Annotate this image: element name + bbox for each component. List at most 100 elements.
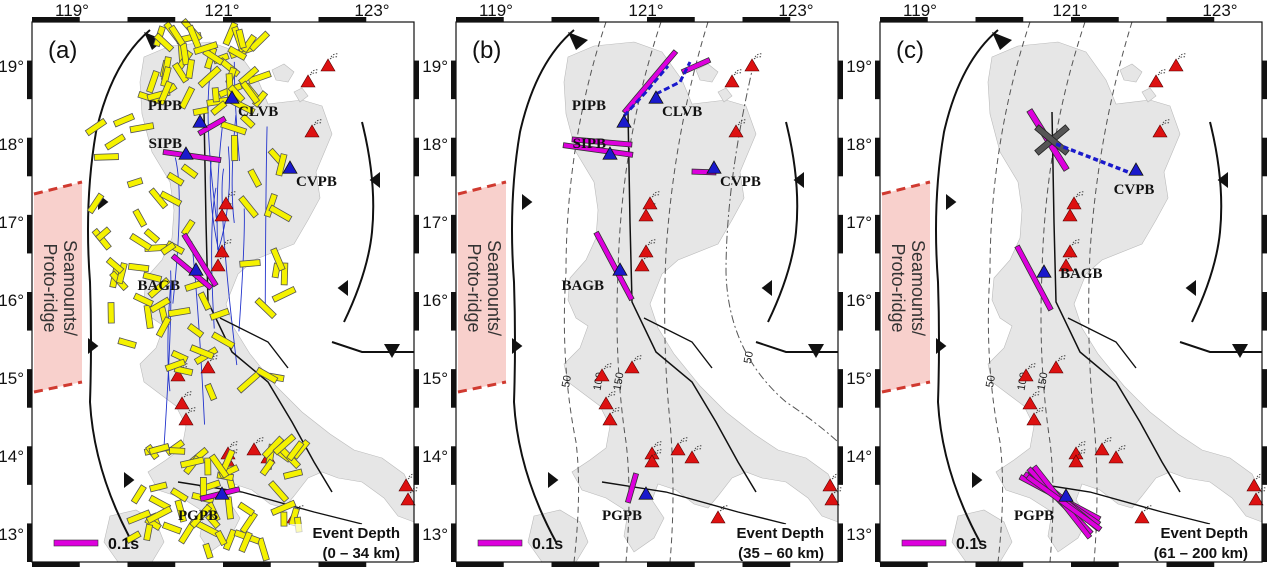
fast-direction-bar [214, 529, 228, 547]
station-label: BAGB [1060, 266, 1103, 282]
fast-direction-bar [129, 122, 155, 134]
fast-direction-bar [167, 306, 191, 318]
station-splitting-bar [621, 49, 679, 115]
longitude-label: 119° [903, 1, 937, 20]
fast-direction-bar [209, 307, 230, 321]
station-label: PGPB [178, 508, 218, 524]
latitude-label: 13° [0, 525, 24, 544]
volcano-icon [684, 445, 703, 464]
latitude-label: 18° [422, 135, 448, 154]
volcano-icon [670, 437, 689, 456]
trench-tooth-icon [124, 472, 135, 488]
fast-direction-bar [168, 24, 186, 47]
trench-tooth-icon [761, 280, 772, 296]
slab-depth-contour [563, 21, 607, 563]
latitude-label: 18° [846, 135, 872, 154]
depth-title: Event Depth [1160, 525, 1248, 542]
fast-direction-bar [148, 443, 170, 455]
volcano-icon [724, 69, 743, 88]
fast-direction-bar [272, 433, 297, 456]
volcano-icon [1062, 239, 1081, 258]
volcano-icon [304, 119, 323, 138]
contour-label: 50 [560, 374, 574, 388]
longitude-label: 121° [628, 1, 663, 20]
fast-direction-bar [146, 70, 160, 94]
seamount-label-line2: Proto-ridge [464, 243, 484, 332]
slab-depth-contour [664, 21, 709, 563]
station-pipb [192, 114, 208, 128]
longitude-label: 121° [204, 1, 239, 20]
slab-depth-contour [616, 21, 662, 563]
depth-title: Event Depth [736, 525, 824, 542]
volcano-icon [594, 363, 613, 382]
fast-direction-bar [153, 32, 175, 53]
volcano-icon [1066, 191, 1085, 210]
fast-direction-bar [186, 323, 205, 339]
fast-direction-bar [86, 192, 105, 215]
fast-direction-bar [132, 292, 154, 308]
fast-direction-bar [159, 190, 183, 207]
volcano-icon [1148, 69, 1167, 88]
longitude-label: 123° [1202, 1, 1237, 20]
station-label: CLVB [662, 104, 702, 120]
fast-direction-bar [171, 62, 190, 84]
station-bagb [612, 262, 628, 276]
station-clvb [648, 90, 664, 104]
slab-depth-contour [1088, 21, 1133, 563]
scale-bar [901, 539, 947, 547]
volcano-icon [214, 239, 233, 258]
fast-direction-bar [142, 271, 163, 283]
station-splitting-bar [680, 57, 712, 75]
fast-direction-bar [275, 153, 288, 177]
fast-direction-bar [239, 113, 256, 129]
trench-tooth-icon [1185, 280, 1196, 296]
longitude-label: 123° [354, 1, 389, 20]
ray-path-dashed [622, 65, 670, 118]
seamount-label-line1: Seamounts/ [484, 240, 504, 336]
volcano-icon [300, 69, 319, 88]
fast-direction-bar [147, 277, 171, 299]
volcano-icon [624, 355, 643, 374]
slab-depth-contour [987, 21, 1031, 563]
fast-direction-bar [211, 331, 236, 350]
station-label: BAGB [561, 278, 604, 294]
station-splitting-bar [197, 115, 227, 137]
latitude-label: 14° [846, 447, 872, 466]
fast-direction-bar [248, 30, 271, 52]
fast-direction-bar [126, 177, 144, 189]
latitude-label: 15° [846, 369, 872, 388]
station-pipb [616, 114, 632, 128]
trench-tooth-icon [337, 280, 348, 296]
fast-direction-bar [161, 521, 183, 535]
station-splitting-bar [181, 232, 219, 288]
fast-direction-bar [104, 133, 126, 151]
station-splitting-bar [1034, 124, 1070, 156]
trench-tooth-icon [369, 172, 380, 188]
station-pgpb [1058, 488, 1074, 502]
fast-direction-bar [204, 382, 218, 402]
fast-direction-bar [238, 531, 253, 553]
station-clvb [224, 90, 240, 104]
latitude-label: 16° [846, 291, 872, 310]
fast-direction-bar [282, 468, 304, 480]
fast-direction-bar [160, 66, 172, 88]
station-label: PGPB [602, 508, 642, 524]
trench-tooth-icon [793, 172, 804, 188]
seamount-label: Seamounts/Proto-ridge [888, 240, 928, 336]
station-label: PIPB [148, 98, 182, 114]
fault-line [264, 126, 268, 308]
fast-direction-bar [259, 458, 276, 477]
seamount-label-line1: Seamounts/ [60, 240, 80, 336]
latitude-label: 15° [0, 369, 24, 388]
trench-tooth-icon [1217, 172, 1228, 188]
map-panel-a: PIPB CLVB SIPB CVPB BAGB PGPB Seamounts/Proto-… [0, 1, 419, 568]
latitude-label: 18° [0, 135, 24, 154]
fast-direction-bar [197, 65, 222, 89]
fault-line [209, 156, 220, 253]
fast-direction-bar [168, 447, 186, 455]
fast-direction-bar [240, 33, 258, 54]
fault-line [216, 127, 223, 250]
trench-tooth-icon [512, 338, 523, 354]
fast-direction-bar [247, 168, 263, 188]
